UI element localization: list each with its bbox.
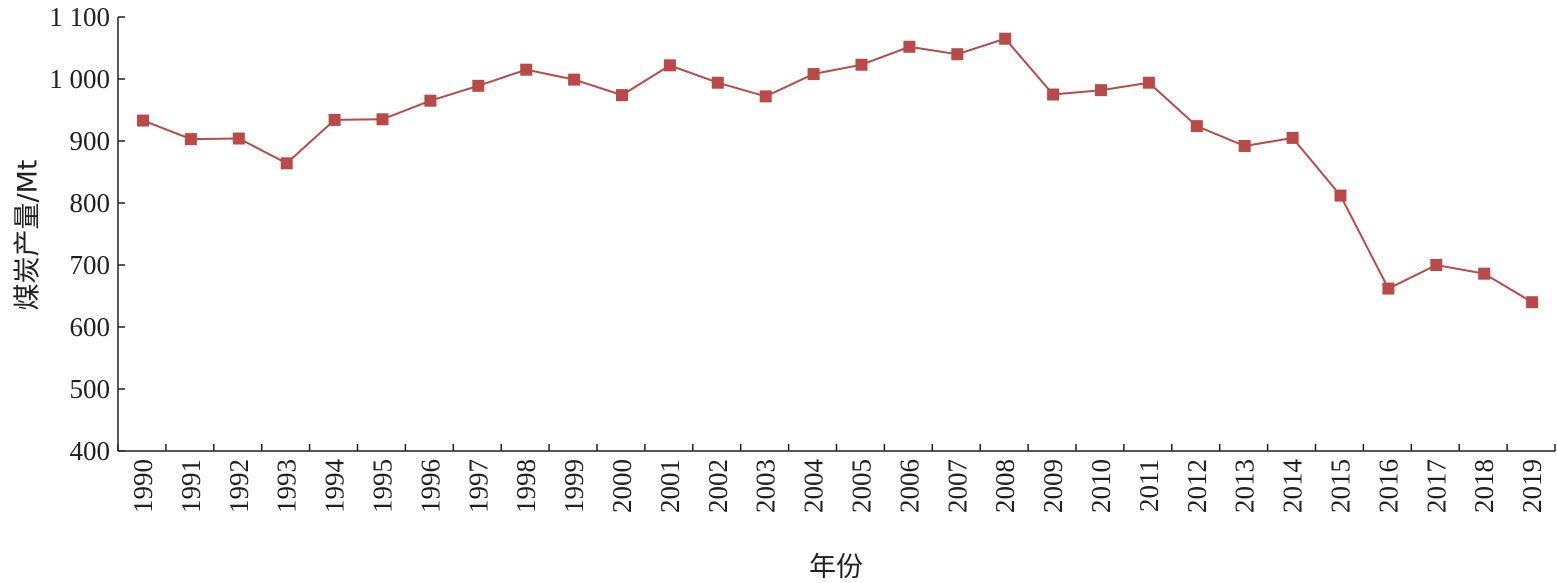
series-layer xyxy=(137,32,1539,309)
x-tick-label: 1999 xyxy=(559,459,589,513)
data-point-2009 xyxy=(1047,88,1060,101)
data-point-1996 xyxy=(424,94,437,107)
data-point-1998 xyxy=(520,63,533,76)
x-tick-label: 2016 xyxy=(1373,459,1403,513)
data-point-2015 xyxy=(1334,189,1347,202)
x-tick-label: 2017 xyxy=(1421,459,1451,513)
x-tick-label: 2011 xyxy=(1134,459,1164,512)
data-point-2004 xyxy=(807,68,820,81)
y-axis-ticks: 400 500 600 700 800 900 1 000 1 100 xyxy=(49,2,125,466)
x-tick-label: 1991 xyxy=(176,459,206,513)
data-point-2013 xyxy=(1238,139,1251,152)
y-tick-label: 500 xyxy=(70,374,111,404)
data-point-2005 xyxy=(855,58,868,71)
data-point-1993 xyxy=(280,157,293,170)
data-point-2007 xyxy=(951,48,964,61)
data-point-1990 xyxy=(137,114,149,127)
x-tick-label: 1995 xyxy=(368,459,398,513)
data-point-1994 xyxy=(328,113,341,126)
y-tick-label: 1 000 xyxy=(49,64,110,94)
x-tick-label: 1998 xyxy=(511,459,541,513)
data-point-2010 xyxy=(1095,84,1107,97)
axes xyxy=(117,17,1555,452)
x-tick-label: 2006 xyxy=(894,459,924,513)
x-tick-label: 2014 xyxy=(1278,459,1308,514)
data-point-2003 xyxy=(759,90,772,103)
data-point-1991 xyxy=(184,133,197,146)
data-point-2017 xyxy=(1430,259,1443,271)
x-tick-label: 2002 xyxy=(703,459,733,513)
data-point-2014 xyxy=(1286,131,1299,144)
x-tick-label: 2019 xyxy=(1517,459,1547,513)
x-tick-label: 1997 xyxy=(463,459,493,513)
data-point-2001 xyxy=(663,59,676,72)
data-point-2019 xyxy=(1526,296,1539,309)
x-axis-title: 年份 xyxy=(809,552,863,583)
x-tick-label: 1996 xyxy=(415,459,445,513)
x-tick-label: 2007 xyxy=(942,459,972,513)
x-tick-label: 2008 xyxy=(990,459,1020,513)
x-tick-label: 2004 xyxy=(799,459,829,514)
x-tick-label: 2018 xyxy=(1469,459,1499,513)
x-tick-label: 2000 xyxy=(607,459,637,513)
x-tick-label: 1994 xyxy=(320,459,350,514)
y-tick-label: 1 100 xyxy=(49,2,110,32)
y-tick-label: 800 xyxy=(70,188,111,218)
y-tick-label: 400 xyxy=(70,436,111,466)
x-tick-label: 1990 xyxy=(128,459,158,513)
series-line xyxy=(142,37,1533,304)
x-tick-label: 2013 xyxy=(1230,459,1260,513)
x-axis-ticks: 1990 1991 1992 1993 1994 1995 1996 1997 1998 1999… xyxy=(117,444,1556,514)
x-tick-label: 2012 xyxy=(1182,459,1212,513)
data-point-1995 xyxy=(376,113,389,126)
y-tick-label: 700 xyxy=(70,250,111,280)
y-axis-title: 煤炭产量/Mt xyxy=(13,160,44,311)
x-tick-label: 1993 xyxy=(272,459,302,513)
data-point-2011 xyxy=(1142,76,1155,89)
x-tick-label: 2005 xyxy=(847,459,877,513)
y-tick-label: 900 xyxy=(70,126,111,156)
data-point-2008 xyxy=(999,32,1012,45)
data-point-1997 xyxy=(472,79,485,92)
y-tick-label: 600 xyxy=(70,312,111,342)
x-tick-label: 2003 xyxy=(751,459,781,513)
data-point-2016 xyxy=(1382,282,1395,295)
x-tick-label: 2010 xyxy=(1086,459,1116,513)
data-point-2006 xyxy=(903,40,916,53)
x-tick-label: 1992 xyxy=(224,459,254,513)
data-point-2012 xyxy=(1190,120,1203,133)
x-tick-label: 2001 xyxy=(655,459,685,513)
data-point-2000 xyxy=(616,89,628,102)
data-point-2002 xyxy=(711,76,724,89)
x-tick-label: 2015 xyxy=(1326,459,1356,513)
data-point-1992 xyxy=(232,132,245,145)
data-point-2018 xyxy=(1478,267,1491,280)
x-tick-label: 2009 xyxy=(1038,459,1068,513)
data-point-1999 xyxy=(568,73,581,86)
